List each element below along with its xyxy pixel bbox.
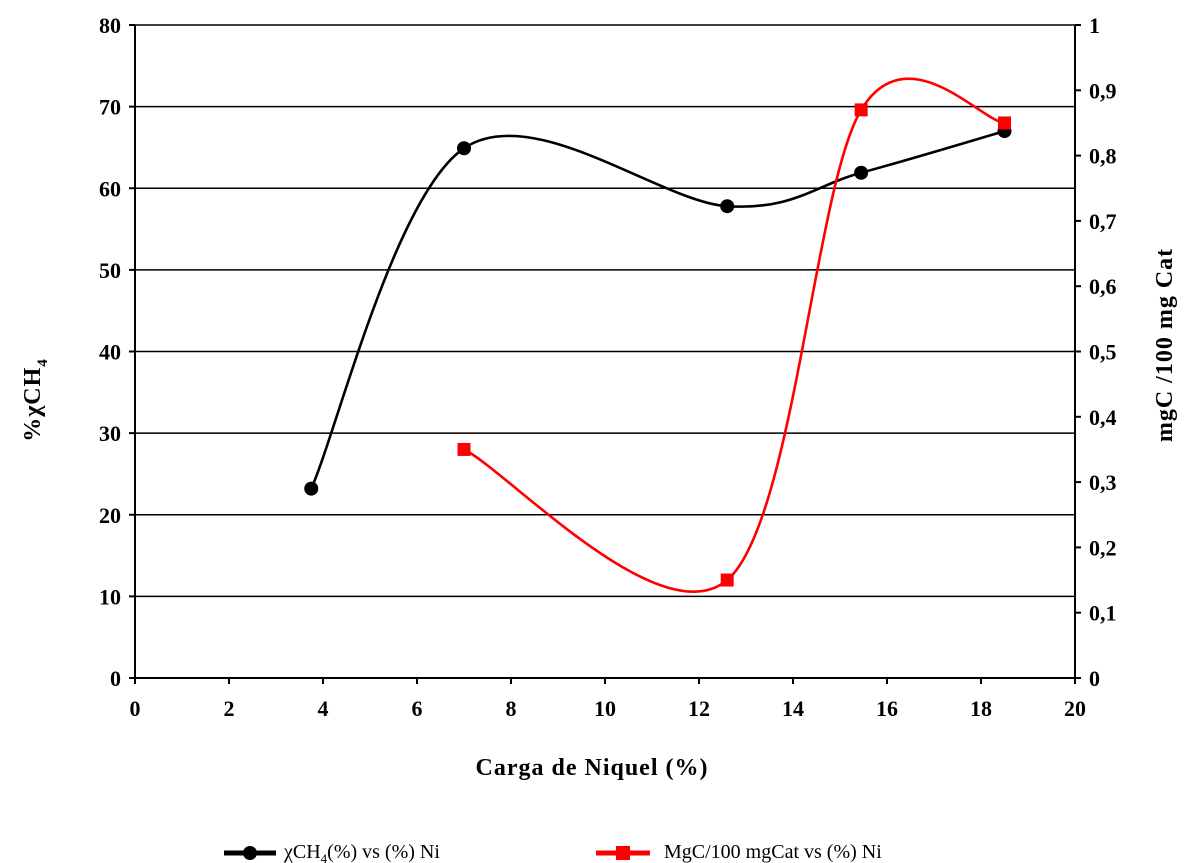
axes [129,24,1081,684]
x-tick-label: 4 [318,696,329,721]
legend-marker-circle [243,846,257,860]
y-left-tick-label: 70 [99,95,121,120]
y-right-tick-label: 0 [1089,666,1100,691]
series-1 [304,124,1012,496]
y-right-tick-label: 1 [1089,13,1100,38]
y-left-tick-label: 10 [99,584,121,609]
y-right-tick-label: 0,4 [1089,405,1117,430]
legend-marker-square [616,846,630,860]
y-right-axis-title: mgC /100 mg Cat [1152,248,1178,442]
legend-label-methane-conversion: χCH4(%) vs (%) Ni [283,841,440,863]
x-tick-label: 16 [876,696,898,721]
x-tick-label: 8 [506,696,517,721]
y-right-tick-labels: 0 0,1 0,2 0,3 0,4 0,5 0,6 0,7 0,8 0,9 1 [1089,13,1117,691]
y-left-axis-title: %χCH4 [20,358,51,442]
series-layer [304,77,1012,594]
data-point [854,103,868,117]
y-right-tick-label: 0,1 [1089,601,1117,626]
x-axis-title: Carga de Niquel (%) [476,755,709,781]
legend-item-methane-conversion: χCH4(%) vs (%) Ni [224,841,440,863]
y-right-tick-label: 0,2 [1089,535,1117,560]
y-right-tick-label: 0,7 [1089,209,1117,234]
x-tick-label: 2 [224,696,235,721]
y-left-tick-label: 60 [99,176,121,201]
legend-item-carbon-deposit: MgC/100 mgCat vs (%) Ni [596,841,882,863]
y-left-tick-label: 30 [99,421,121,446]
y-right-tick-label: 0,3 [1089,470,1117,495]
data-point [304,481,319,496]
y-left-tick-label: 80 [99,13,121,38]
y-right-tick-label: 0,5 [1089,340,1117,365]
data-point [998,116,1011,130]
y-left-tick-label: 50 [99,258,121,283]
x-tick-label: 18 [970,696,992,721]
x-tick-label: 20 [1064,696,1086,721]
data-point [720,199,735,214]
legend: χCH4(%) vs (%) Ni MgC/100 mgCat vs (%) N… [224,841,882,863]
data-point [457,442,471,456]
x-tick-label: 0 [130,696,141,721]
data-point [720,573,734,587]
series-2 [457,77,1011,594]
legend-label-subscript: 4 [321,851,328,863]
y-right-tick-label: 0,6 [1089,274,1117,299]
y-left-tick-label: 0 [110,666,121,691]
x-tick-label: 14 [782,696,804,721]
y-left-tick-labels: 0 10 20 30 40 50 60 70 80 [99,13,121,691]
gridlines [135,24,1075,598]
y-left-tick-label: 40 [99,340,121,365]
series-line [310,129,1005,490]
y-left-tick-label: 20 [99,503,121,528]
x-tick-label: 12 [688,696,710,721]
y-right-tick-label: 0,9 [1089,78,1117,103]
x-tick-label: 6 [412,696,423,721]
y-right-tick-label: 0,8 [1089,144,1117,169]
y-left-axis-title-subscript: 4 [35,358,51,367]
x-tick-labels: 0 2 4 6 8 10 12 14 16 18 20 [130,696,1087,721]
x-tick-label: 10 [594,696,616,721]
data-point [854,165,869,180]
legend-label-carbon-deposit: MgC/100 mgCat vs (%) Ni [664,841,882,863]
series-line [463,77,1005,594]
data-point [457,141,471,156]
